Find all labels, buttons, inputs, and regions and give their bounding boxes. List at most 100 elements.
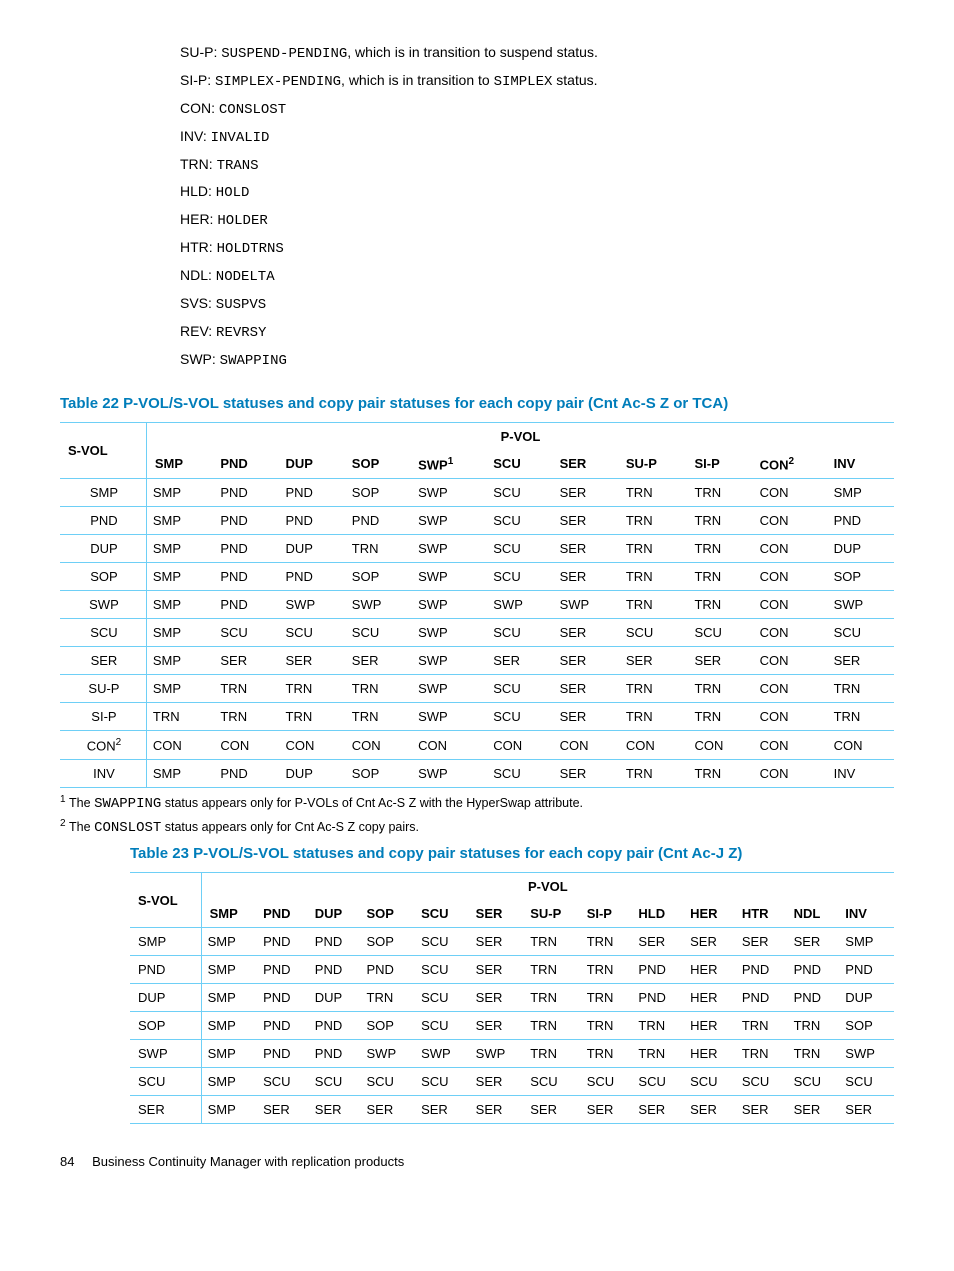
table-cell: SER — [554, 760, 620, 788]
table-cell: TRN — [346, 703, 412, 731]
table-cell: SWP — [412, 760, 487, 788]
table-cell: SER — [524, 1096, 580, 1124]
table-row: SERSMPSERSERSERSWPSERSERSERSERCONSER — [60, 647, 894, 675]
column-header: HER — [684, 900, 736, 928]
table-cell: CON — [754, 703, 828, 731]
table-cell: SER — [554, 563, 620, 591]
table-cell: TRN — [620, 507, 689, 535]
table-cell: SWP — [280, 591, 346, 619]
table-cell: SMP — [828, 479, 894, 507]
row-label: SOP — [60, 563, 146, 591]
table-cell: SMP — [201, 928, 257, 956]
table-row: SOPSMPPNDPNDSOPSCUSERTRNTRNTRNHERTRNTRNS… — [130, 1012, 894, 1040]
table-cell: DUP — [828, 535, 894, 563]
table-cell: SCU — [788, 1068, 840, 1096]
row-label: PND — [130, 956, 201, 984]
table-cell: SCU — [415, 956, 470, 984]
column-header: SWP1 — [412, 450, 487, 479]
column-header: SU-P — [620, 450, 689, 479]
table22: S-VOLP-VOLSMPPNDDUPSOPSWP1SCUSERSU-PSI-P… — [60, 422, 894, 789]
definitions-list: SU-P: SUSPEND-PENDING, which is in trans… — [180, 40, 894, 375]
table-cell: SCU — [632, 1068, 684, 1096]
column-header: NDL — [788, 900, 840, 928]
table23-caption: Table 23 P-VOL/S-VOL statuses and copy p… — [130, 845, 894, 862]
table-cell: TRN — [688, 591, 753, 619]
table-cell: CON — [828, 731, 894, 760]
table-cell: SWP — [412, 563, 487, 591]
table-cell: TRN — [620, 703, 689, 731]
table-cell: PND — [257, 928, 309, 956]
column-header: SU-P — [524, 900, 580, 928]
row-label: CON2 — [60, 731, 146, 760]
table-cell: SWP — [412, 675, 487, 703]
table-cell: TRN — [688, 703, 753, 731]
table-cell: SOP — [346, 563, 412, 591]
table-cell: PND — [257, 1012, 309, 1040]
corner-header: S-VOL — [60, 422, 146, 478]
footnote: 2 The CONSLOST status appears only for C… — [60, 816, 894, 840]
pvol-header: P-VOL — [201, 873, 894, 901]
table-cell: SMP — [839, 928, 894, 956]
table-cell: SER — [257, 1096, 309, 1124]
footnote: 1 The SWAPPING status appears only for P… — [60, 792, 894, 816]
table-cell: TRN — [688, 760, 753, 788]
definition-item: SWP: SWAPPING — [180, 347, 894, 375]
table-cell: SCU — [736, 1068, 788, 1096]
table-cell: PND — [257, 1040, 309, 1068]
table-cell: SMP — [146, 619, 214, 647]
table-cell: TRN — [688, 675, 753, 703]
table-cell: SER — [470, 956, 525, 984]
table-cell: TRN — [620, 675, 689, 703]
table-row: PNDSMPPNDPNDPNDSCUSERTRNTRNPNDHERPNDPNDP… — [130, 956, 894, 984]
table-cell: PND — [214, 535, 279, 563]
table-cell: SWP — [415, 1040, 470, 1068]
table-cell: TRN — [524, 928, 580, 956]
table-cell: SER — [828, 647, 894, 675]
table-cell: SER — [280, 647, 346, 675]
table-cell: TRN — [688, 535, 753, 563]
table-cell: SCU — [415, 928, 470, 956]
table-cell: SOP — [346, 479, 412, 507]
table-cell: PND — [214, 591, 279, 619]
table-cell: TRN — [581, 1012, 633, 1040]
table-cell: PND — [214, 479, 279, 507]
row-label: PND — [60, 507, 146, 535]
row-label: DUP — [60, 535, 146, 563]
table-cell: SER — [632, 928, 684, 956]
table-cell: PND — [839, 956, 894, 984]
table-cell: SWP — [361, 1040, 416, 1068]
table-row: SERSMPSERSERSERSERSERSERSERSERSERSERSERS… — [130, 1096, 894, 1124]
table-cell: SER — [554, 507, 620, 535]
table-cell: HER — [684, 956, 736, 984]
table-cell: SER — [736, 1096, 788, 1124]
table-cell: TRN — [361, 984, 416, 1012]
definition-item: NDL: NODELTA — [180, 263, 894, 291]
table-cell: TRN — [581, 928, 633, 956]
page-footer: 84 Business Continuity Manager with repl… — [60, 1154, 894, 1169]
table-cell: SCU — [487, 535, 553, 563]
table-cell: SCU — [487, 760, 553, 788]
table-cell: TRN — [620, 563, 689, 591]
table-cell: SER — [554, 535, 620, 563]
table-cell: SWP — [346, 591, 412, 619]
table-cell: CON — [487, 731, 553, 760]
table-cell: TRN — [524, 1012, 580, 1040]
definition-item: CON: CONSLOST — [180, 96, 894, 124]
table-cell: CON — [620, 731, 689, 760]
table-cell: SWP — [828, 591, 894, 619]
table-cell: SER — [688, 647, 753, 675]
table-cell: SCU — [487, 507, 553, 535]
table-cell: CON — [146, 731, 214, 760]
table-cell: HER — [684, 1012, 736, 1040]
column-header: DUP — [309, 900, 361, 928]
row-label: INV — [60, 760, 146, 788]
table-cell: PND — [736, 956, 788, 984]
table-cell: SWP — [412, 535, 487, 563]
table-cell: TRN — [620, 479, 689, 507]
table-cell: SER — [684, 1096, 736, 1124]
table-cell: TRN — [620, 760, 689, 788]
table-cell: SER — [632, 1096, 684, 1124]
table-cell: SWP — [412, 619, 487, 647]
corner-header: S-VOL — [130, 873, 201, 928]
table-cell: SCU — [415, 1068, 470, 1096]
